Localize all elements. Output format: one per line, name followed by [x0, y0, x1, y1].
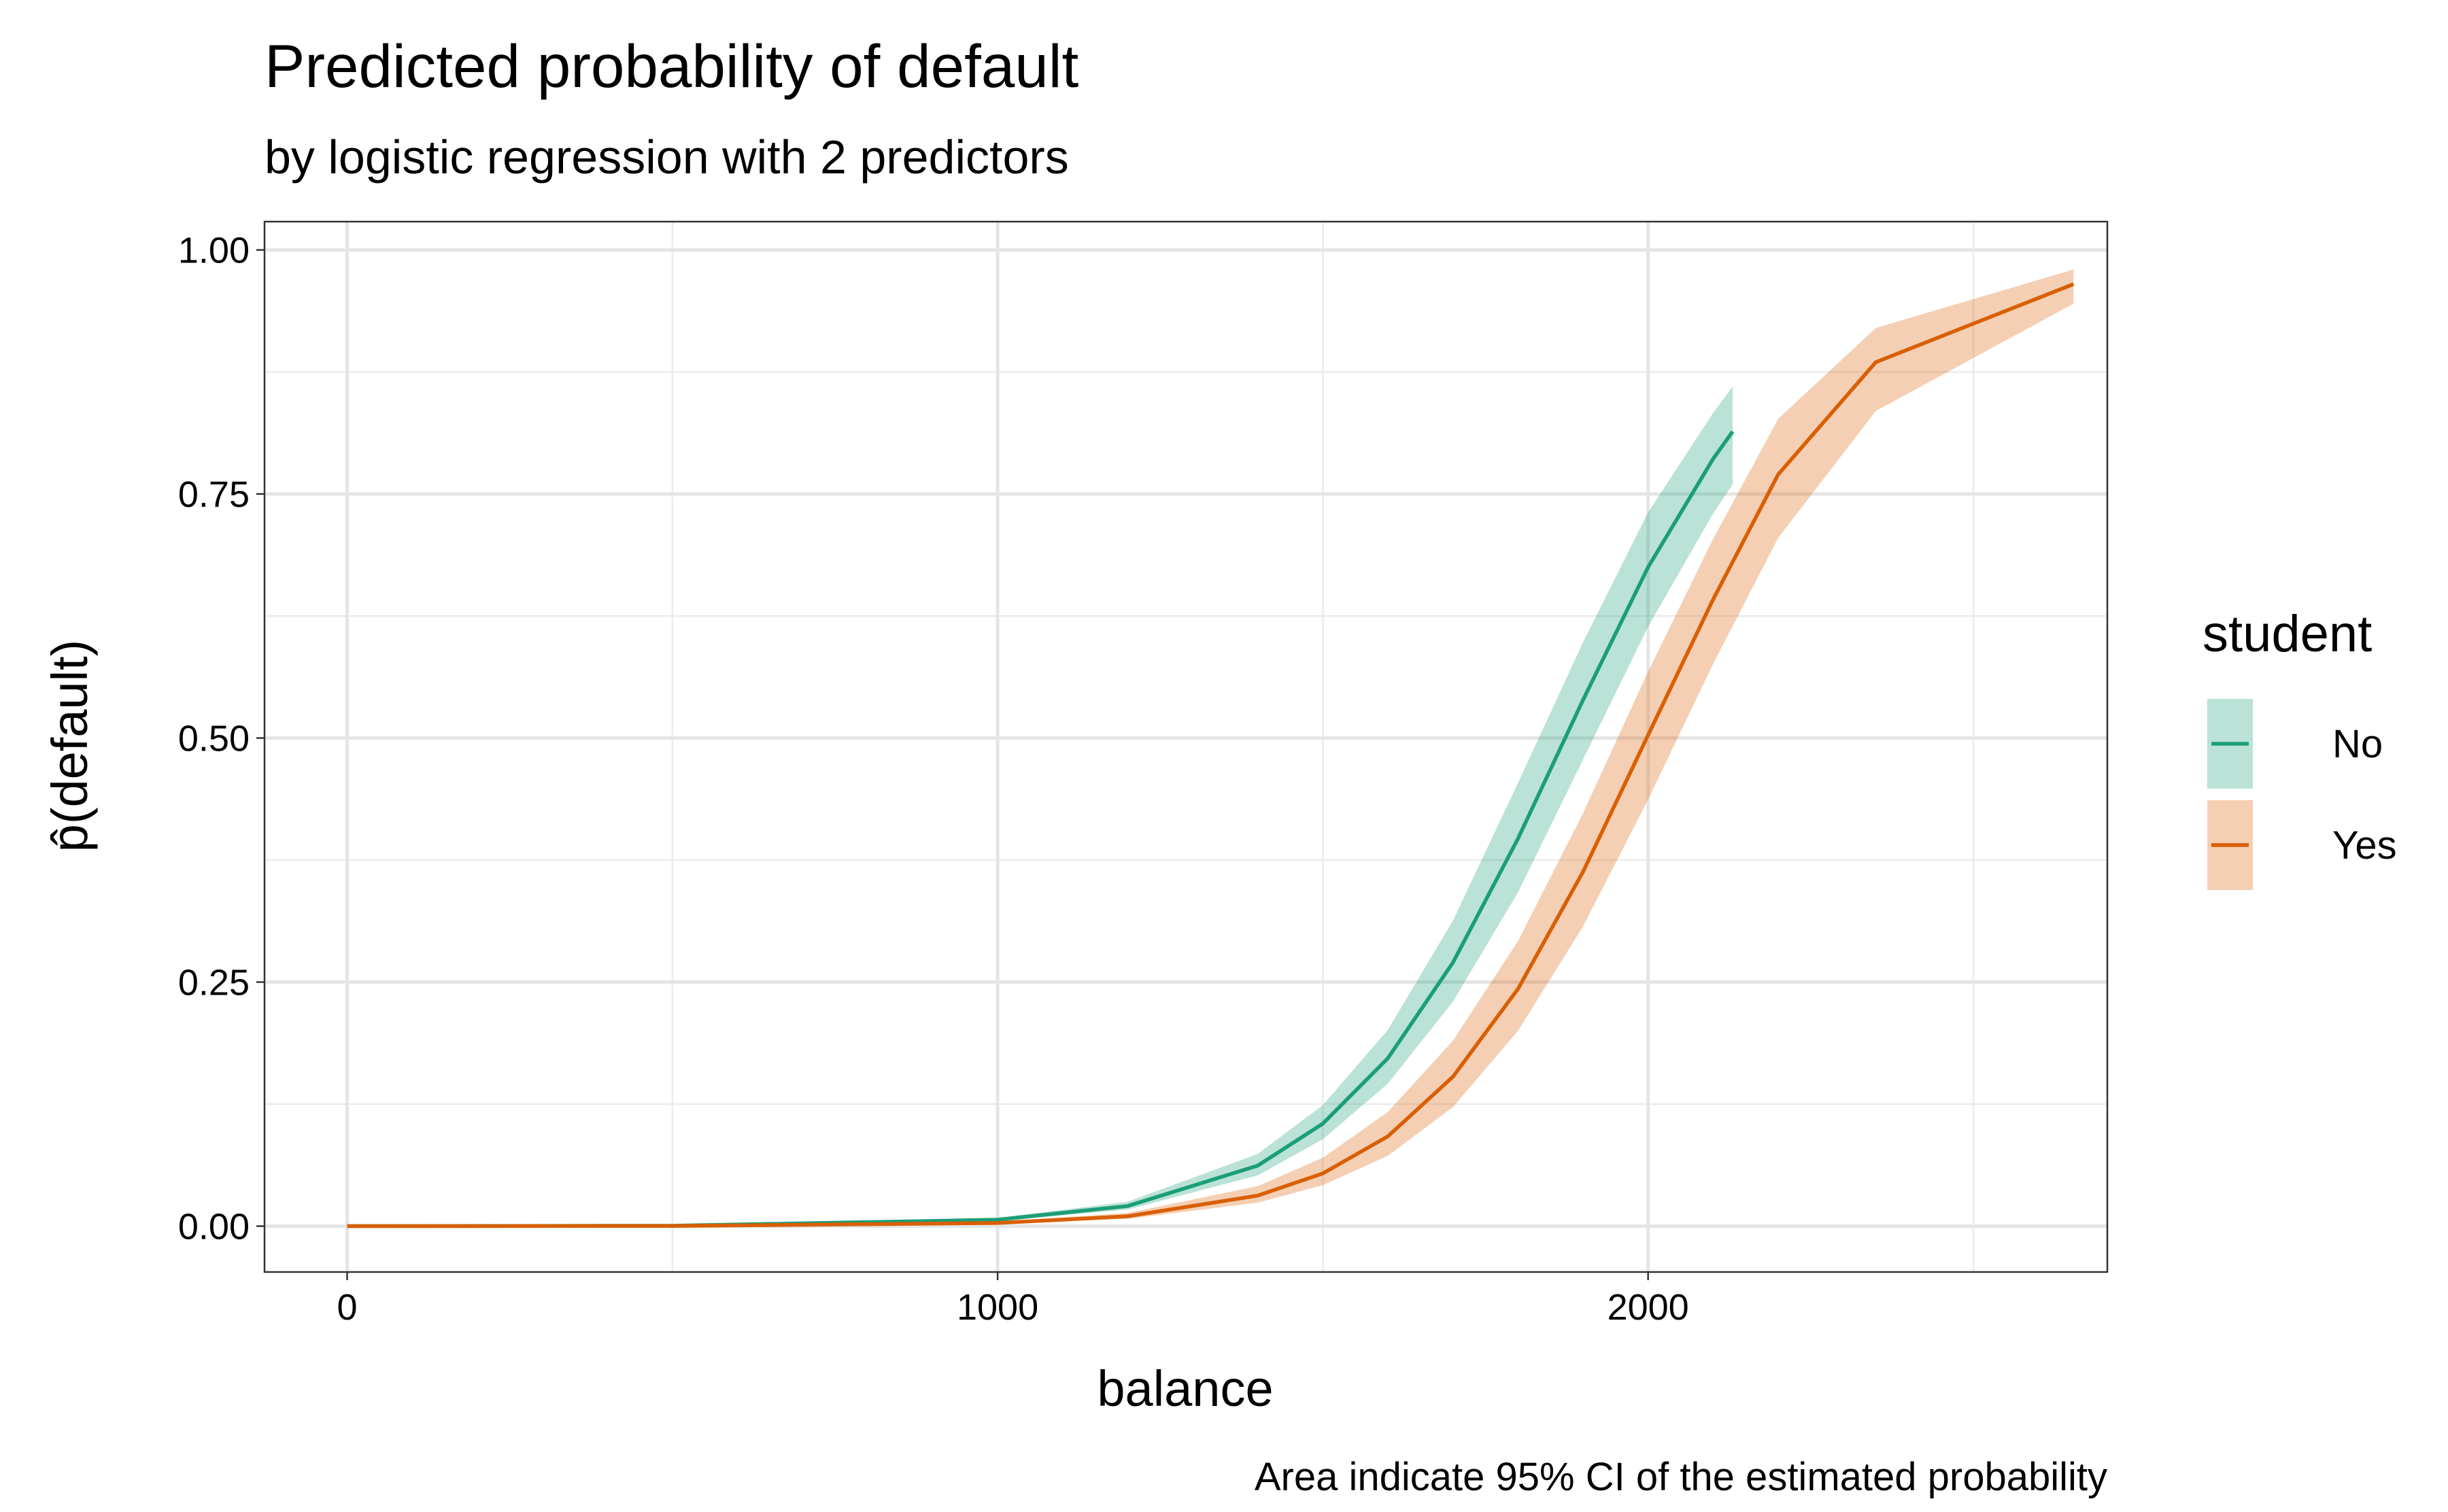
legend-label: No — [2332, 722, 2383, 766]
y-tick-label: 0.75 — [178, 475, 250, 515]
chart-title: Predicted probability of default — [265, 32, 1079, 100]
x-tick-label: 0 — [337, 1287, 357, 1328]
y-tick-label: 0.00 — [178, 1207, 250, 1248]
chart-subtitle: by logistic regression with 2 predictors — [265, 131, 1069, 184]
x-tick-label: 2000 — [1608, 1287, 1689, 1328]
plot-border — [263, 220, 2109, 1273]
y-tick-label: 1.00 — [178, 230, 250, 271]
ci-ribbon — [347, 269, 2074, 1226]
legend-title: student — [2203, 605, 2372, 663]
ci-ribbon — [347, 386, 1733, 1226]
series-line — [347, 430, 1735, 1228]
x-axis-title: balance — [1097, 1360, 1273, 1417]
x-tick-label: 1000 — [957, 1287, 1038, 1328]
y-tick-label: 0.25 — [178, 963, 250, 1003]
y-tick-label: 0.50 — [178, 719, 250, 759]
legend-label: Yes — [2332, 823, 2397, 867]
caption: Area indicate 95% CI of the estimated pr… — [1255, 1455, 2107, 1499]
series-line — [347, 282, 2075, 1228]
y-axis-title: p̂(default) — [41, 640, 98, 853]
